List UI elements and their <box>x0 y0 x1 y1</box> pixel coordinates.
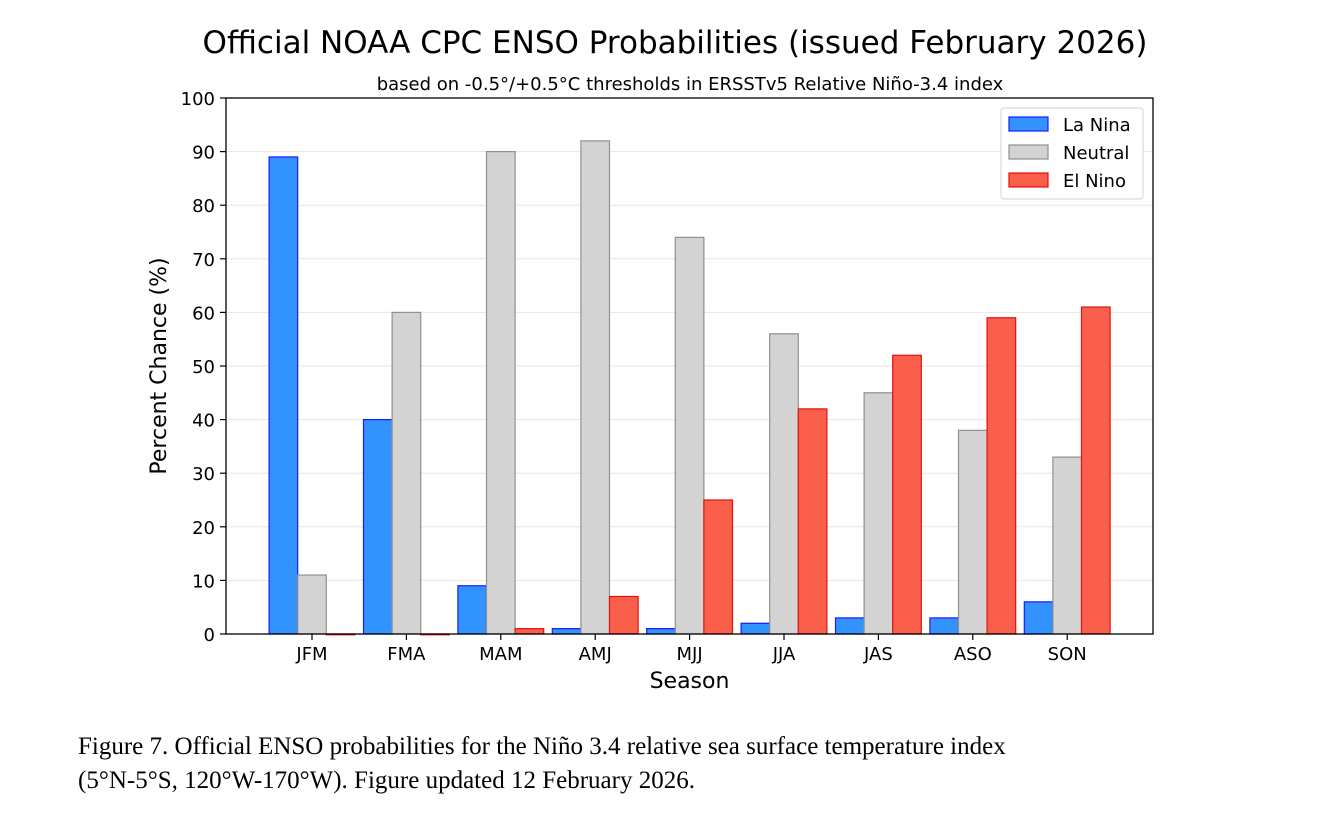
x-tick-label: AMJ <box>579 644 612 665</box>
x-axis-label: Season <box>650 669 730 694</box>
caption-line-1: Figure 7. Official ENSO probabilities fo… <box>78 733 1006 760</box>
x-tick-label: SON <box>1048 644 1087 665</box>
y-tick-label: 80 <box>192 196 215 217</box>
y-tick-label: 70 <box>192 250 215 271</box>
bar-neutral-mjj <box>674 236 705 635</box>
bar-el-nino-aso <box>986 317 1017 635</box>
bar-la-nina-jas <box>834 617 865 635</box>
figure-caption: Figure 7. Official ENSO probabilities fo… <box>78 730 1278 798</box>
bar-neutral-jas <box>863 392 894 635</box>
bar-el-nino-mjj <box>703 499 734 635</box>
y-axis-ticks: 0 10 20 30 40 50 60 70 80 90 100 <box>181 89 226 646</box>
y-tick-label: 0 <box>204 625 215 646</box>
y-tick-label: 10 <box>192 571 215 592</box>
bar-neutral-mam <box>485 151 516 635</box>
chart-subtitle: based on -0.5°/+0.5°C thresholds in ERSS… <box>377 74 1004 95</box>
bar-la-nina-amj <box>551 628 582 635</box>
y-tick-label: 100 <box>181 89 215 110</box>
x-tick-label: JAS <box>863 644 893 665</box>
bar-el-nino-amj <box>608 595 639 635</box>
bar-el-nino-jja <box>797 408 828 635</box>
y-tick-label: 50 <box>192 357 215 378</box>
bar-neutral-jfm <box>297 574 327 635</box>
y-tick-label: 20 <box>192 518 215 539</box>
legend-label: El Nino <box>1063 171 1126 192</box>
bar-la-nina-fma <box>362 419 393 635</box>
x-axis-ticks: JFM FMA MAM AMJ MJJ JJA JAS ASO SON <box>295 634 1087 665</box>
legend-swatch <box>1008 116 1049 132</box>
bar-la-nina-mjj <box>646 628 676 635</box>
bar-neutral-amj <box>580 140 611 635</box>
bar-la-nina-mam <box>457 585 488 635</box>
bar-neutral-jja <box>769 333 799 635</box>
legend-swatch <box>1008 172 1049 188</box>
enso-probability-chart: Official NOAA CPC ENSO Probabilities (is… <box>147 25 1154 694</box>
x-tick-label: JJA <box>772 644 796 665</box>
bar-neutral-fma <box>391 311 422 635</box>
x-tick-label: JFM <box>295 644 327 665</box>
x-tick-label: MJJ <box>677 644 703 665</box>
bar-series <box>268 140 1111 636</box>
y-tick-label: 90 <box>192 143 215 164</box>
bar-el-nino-jas <box>892 354 922 635</box>
bar-la-nina-aso <box>929 617 960 635</box>
x-tick-label: MAM <box>479 644 522 665</box>
x-tick-label: FMA <box>387 644 426 665</box>
x-tick-label: ASO <box>954 644 992 665</box>
caption-line-2: (5°N-5°S, 120°W-170°W). Figure updated 1… <box>78 767 695 794</box>
legend-swatch <box>1008 144 1049 160</box>
y-tick-label: 60 <box>192 303 215 324</box>
y-tick-label: 30 <box>192 464 215 485</box>
legend: La Nina Neutral El Nino <box>1000 107 1144 200</box>
chart-title: Official NOAA CPC ENSO Probabilities (is… <box>203 25 1148 61</box>
bar-neutral-son <box>1052 456 1083 635</box>
bar-la-nina-jfm <box>268 156 299 635</box>
y-tick-label: 40 <box>192 411 215 432</box>
bar-la-nina-son <box>1023 601 1054 635</box>
legend-label: Neutral <box>1063 143 1129 164</box>
bar-el-nino-son <box>1080 306 1111 635</box>
bar-neutral-aso <box>957 429 988 635</box>
bar-el-nino-mam <box>514 628 545 635</box>
legend-label: La Nina <box>1063 115 1131 136</box>
y-axis-label: Percent Chance (%) <box>147 257 172 474</box>
bar-la-nina-jja <box>740 622 771 635</box>
